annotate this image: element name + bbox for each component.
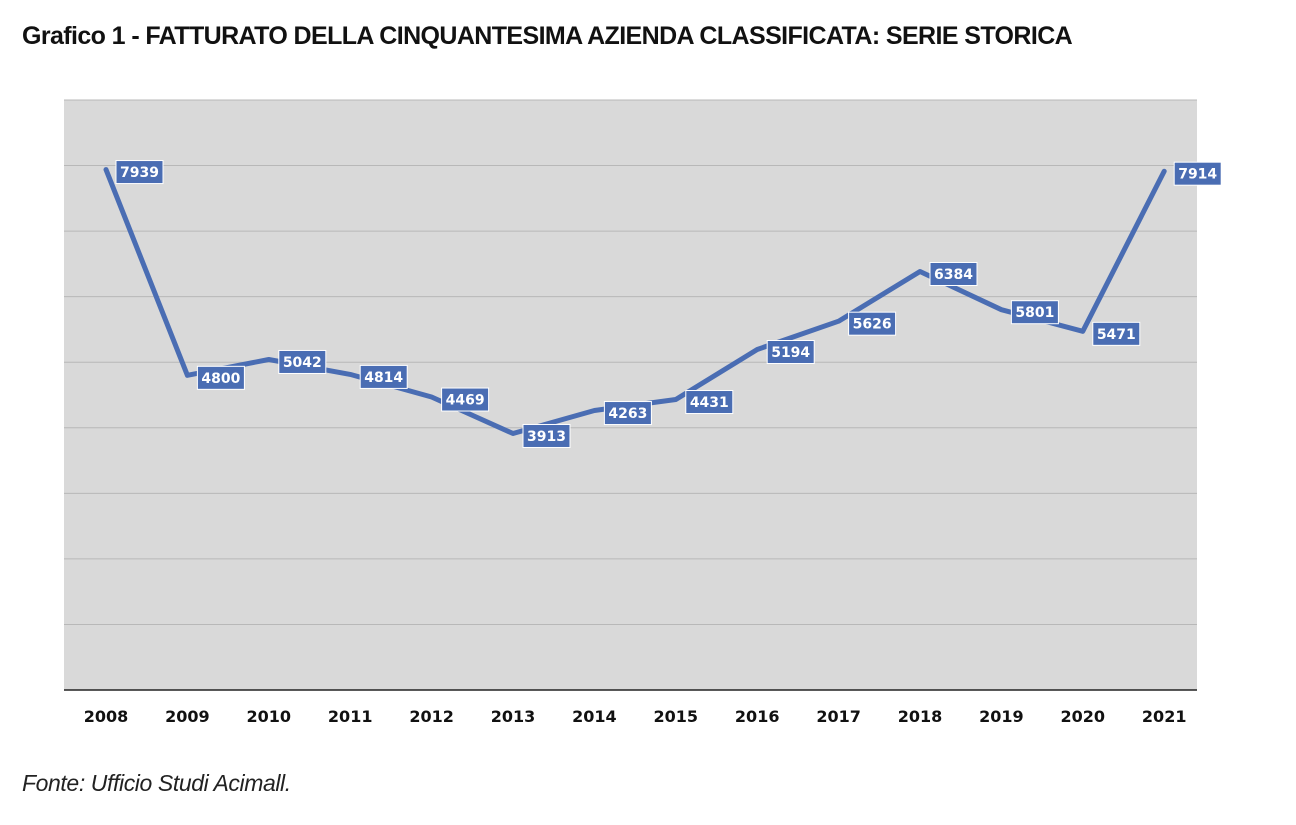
data-label: 7914	[1173, 161, 1222, 186]
x-tick-label: 2014	[572, 707, 617, 726]
chart-title: Grafico 1 - FATTURATO DELLA CINQUANTESIM…	[22, 22, 1073, 50]
x-tick-label: 2011	[328, 707, 373, 726]
data-label: 5626	[848, 311, 897, 336]
data-label: 6384	[929, 261, 978, 286]
data-label-text: 4814	[364, 370, 403, 386]
plot-area	[64, 100, 1197, 690]
data-label-box	[848, 311, 897, 336]
data-label-box	[603, 401, 652, 426]
data-label-text: 5194	[771, 345, 810, 361]
data-label-box	[685, 390, 734, 415]
data-label-box	[196, 365, 245, 390]
data-label-box	[522, 423, 571, 448]
gridlines	[64, 99, 1197, 625]
x-tick-label: 2012	[409, 707, 454, 726]
data-label-box	[115, 160, 164, 185]
data-label-text: 4431	[690, 395, 729, 411]
data-label-text: 5042	[283, 355, 322, 371]
data-label-text: 6384	[934, 267, 973, 283]
data-label-box	[278, 349, 327, 374]
data-label: 4431	[685, 390, 734, 415]
x-tick-label: 2015	[654, 707, 699, 726]
data-label-text: 5801	[1015, 305, 1054, 321]
data-label-box	[359, 364, 408, 389]
data-label: 4800	[196, 365, 245, 390]
data-label: 5042	[278, 349, 327, 374]
data-label-text: 7939	[120, 165, 159, 181]
data-label-box	[1092, 321, 1141, 346]
data-label-text: 5626	[853, 317, 892, 333]
data-label-box	[1010, 300, 1059, 325]
x-tick-label: 2008	[84, 707, 129, 726]
data-label-text: 4469	[446, 393, 485, 409]
x-tick-label: 2013	[491, 707, 536, 726]
x-tick-label: 2009	[165, 707, 210, 726]
data-label: 4263	[603, 401, 652, 426]
data-label-text: 4800	[201, 371, 240, 387]
data-label-text: 5471	[1097, 327, 1136, 343]
data-label: 3913	[522, 423, 571, 448]
source-note: Fonte: Ufficio Studi Acimall.	[22, 770, 291, 796]
line-chart: 2008 2009 2010 2011 2012 2013 2014 2015 2016 2017…	[64, 99, 1222, 726]
data-label-text: 3913	[527, 429, 566, 445]
data-label-text: 4263	[608, 406, 647, 422]
x-tick-label: 2017	[816, 707, 861, 726]
data-label: 7939	[115, 160, 164, 185]
data-label-box	[1173, 161, 1222, 186]
x-tick-label: 2021	[1142, 707, 1187, 726]
data-label: 5471	[1092, 321, 1141, 346]
x-tick-labels: 2008 2009 2010 2011 2012 2013 2014 2015 2016 2017…	[84, 707, 1187, 726]
x-tick-label: 2020	[1061, 707, 1106, 726]
data-label: 5801	[1010, 300, 1059, 325]
data-label-box	[929, 261, 978, 286]
data-label: 4814	[359, 364, 408, 389]
x-tick-label: 2019	[979, 707, 1024, 726]
x-tick-label: 2016	[735, 707, 780, 726]
data-label: 4469	[441, 387, 490, 412]
data-label-box	[766, 340, 815, 365]
data-labels: 7939 4800 5042 4814 4469 3913 4263 4431 5194 5626…	[115, 160, 1222, 448]
x-tick-label: 2010	[247, 707, 292, 726]
x-tick-label: 2018	[898, 707, 943, 726]
data-label-text: 7914	[1178, 167, 1217, 183]
data-label: 5194	[766, 340, 815, 365]
data-label-box	[441, 387, 490, 412]
